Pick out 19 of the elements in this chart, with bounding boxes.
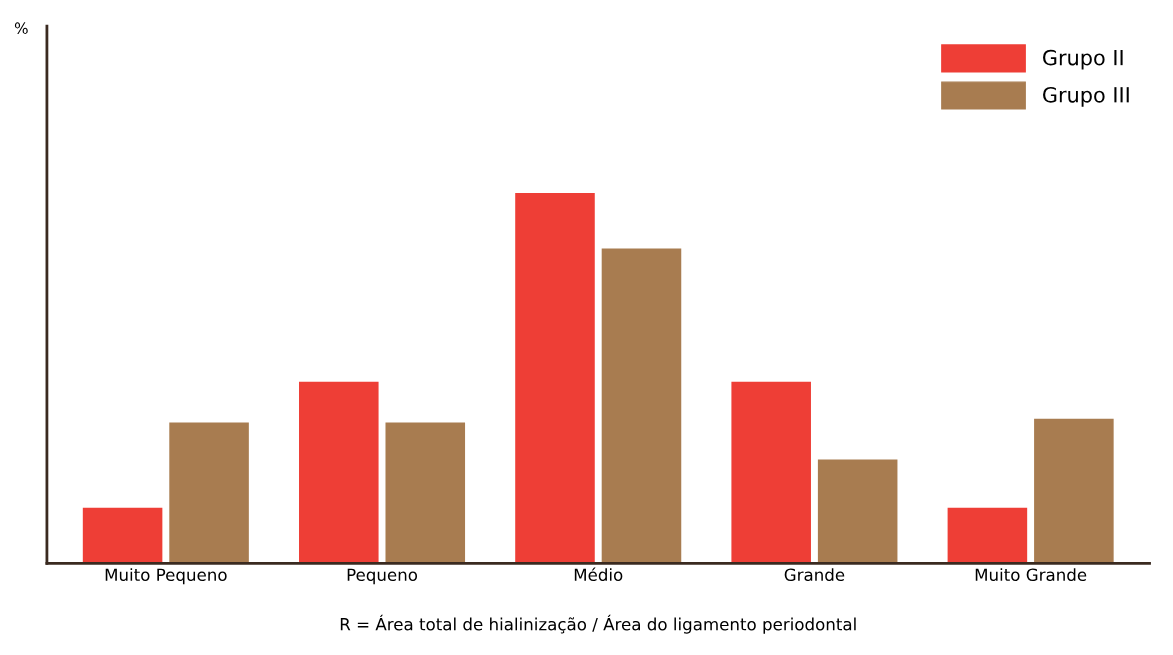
bar bbox=[515, 192, 595, 564]
x-tick-label: Médio bbox=[574, 567, 623, 582]
bar bbox=[947, 507, 1028, 564]
bar bbox=[1034, 418, 1114, 564]
bar bbox=[385, 422, 466, 564]
legend-label: Grupo II bbox=[1043, 49, 1123, 70]
bar bbox=[299, 381, 379, 564]
legend-label: Grupo III bbox=[1043, 86, 1129, 107]
text: % bbox=[14, 22, 28, 34]
bar bbox=[601, 248, 682, 564]
bar bbox=[169, 422, 249, 564]
x-axis-title: R = Área total de hialinização / Área do ligamento periodontal bbox=[340, 614, 856, 634]
x-tick-label: Muito Pequeno bbox=[105, 568, 227, 585]
x-tick-label: Grande bbox=[784, 568, 845, 582]
bar bbox=[731, 381, 811, 564]
bar bbox=[82, 507, 163, 564]
bar bbox=[817, 459, 898, 564]
x-tick-label: Pequeno bbox=[347, 568, 418, 585]
x-tick-label: Muito Grande bbox=[975, 568, 1087, 582]
